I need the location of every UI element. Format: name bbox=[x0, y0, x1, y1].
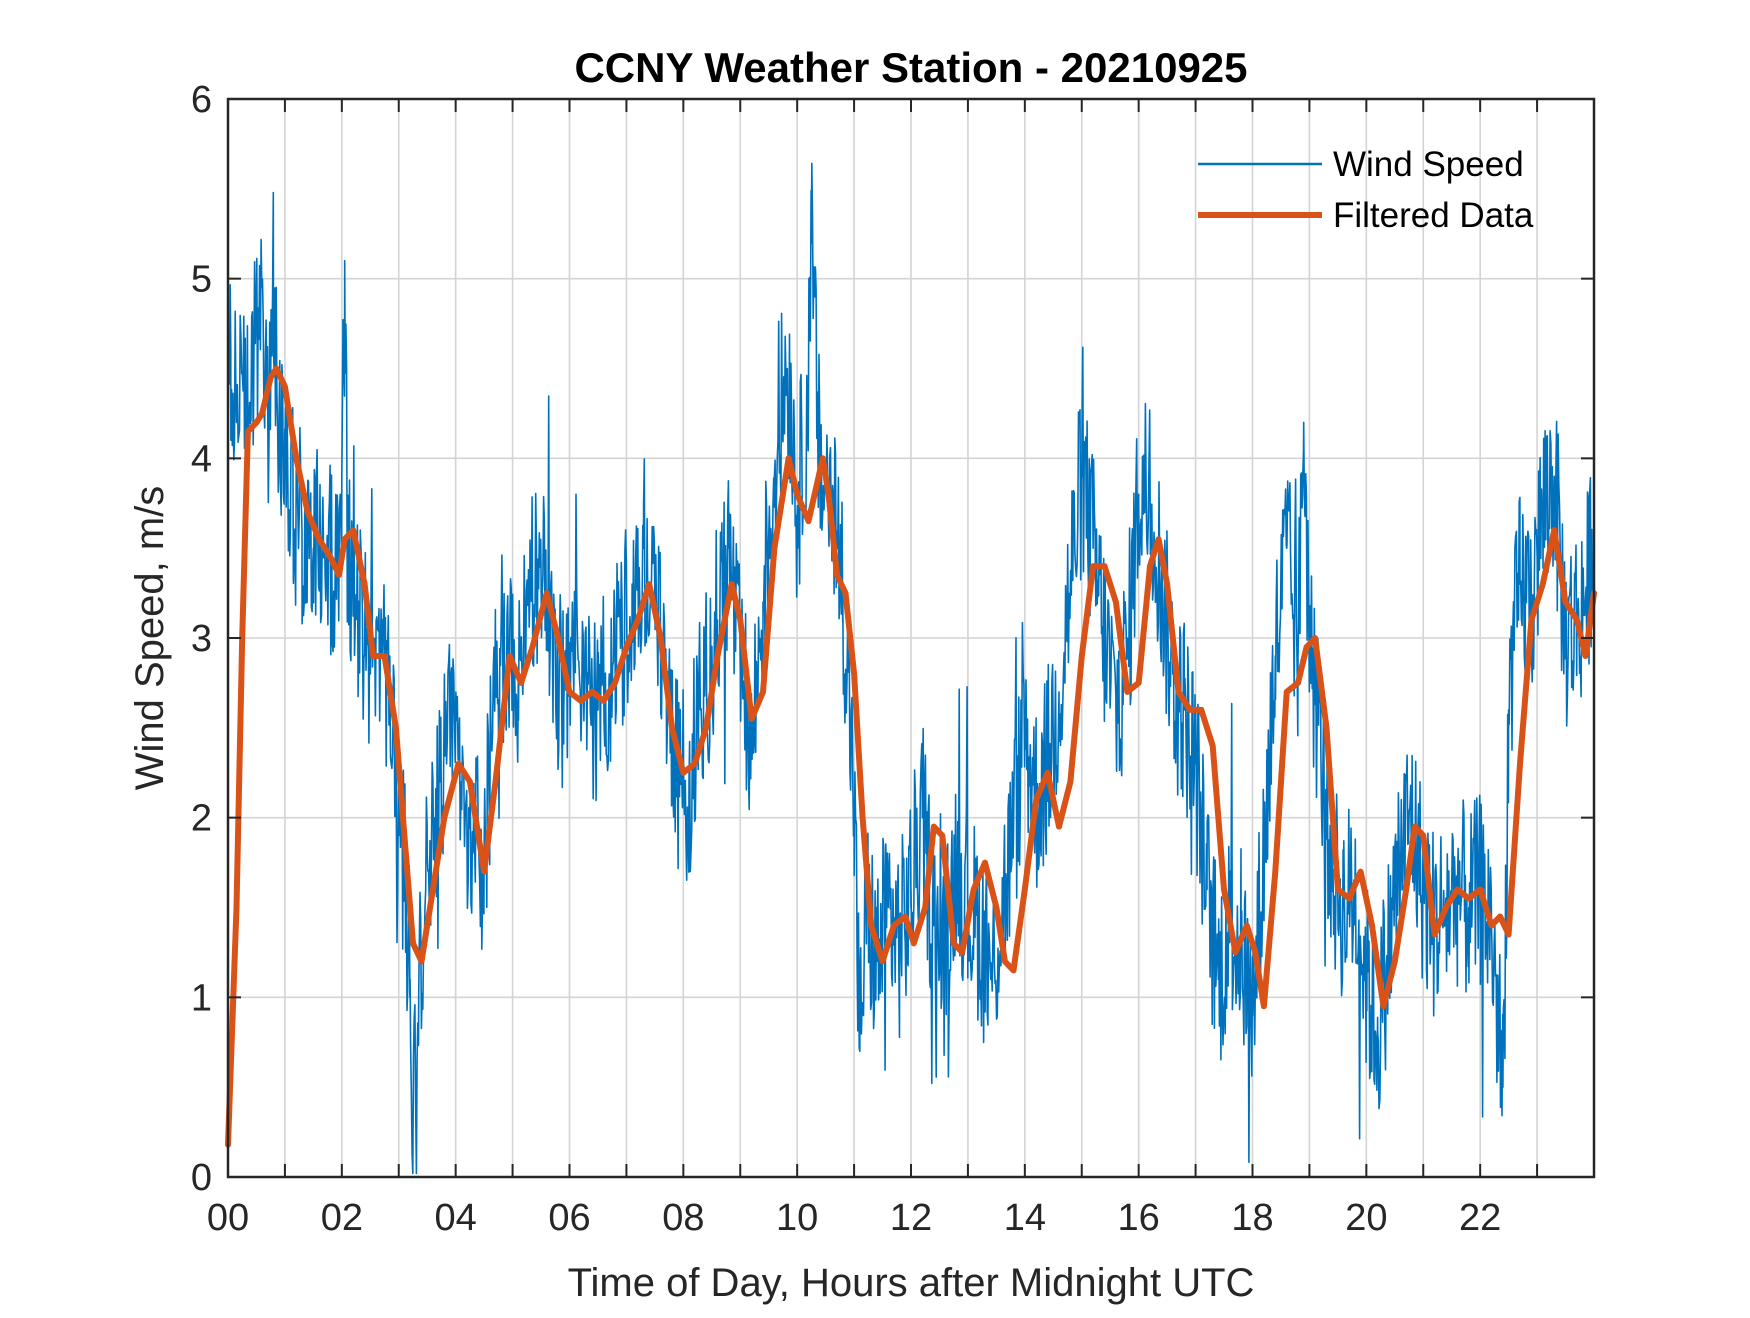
legend-filtered-data-label: Filtered Data bbox=[1333, 196, 1534, 235]
y-tick-label: 6 bbox=[191, 79, 212, 121]
y-tick-label: 1 bbox=[191, 977, 212, 1019]
x-tick-label: 16 bbox=[1118, 1197, 1160, 1239]
x-tick-label: 04 bbox=[435, 1197, 477, 1239]
x-tick-label: 06 bbox=[548, 1197, 590, 1239]
x-tick-label: 12 bbox=[890, 1197, 932, 1239]
series-line-filtered-data bbox=[225, 365, 1597, 1148]
y-tick-label: 5 bbox=[191, 259, 212, 301]
series-layer bbox=[225, 162, 1597, 1175]
y-tick-label: 4 bbox=[191, 438, 212, 480]
chart-title: CCNY Weather Station - 20210925 bbox=[574, 44, 1247, 91]
y-axis-label: Wind Speed, m/s bbox=[128, 486, 172, 791]
x-tick-label: 10 bbox=[776, 1197, 818, 1239]
legend-wind-speed-label: Wind Speed bbox=[1333, 145, 1524, 184]
y-tick-label: 2 bbox=[191, 798, 212, 840]
x-tick-label: 02 bbox=[321, 1197, 363, 1239]
x-axis-label: Time of Day, Hours after Midnight UTC bbox=[568, 1261, 1255, 1305]
x-tick-label: 20 bbox=[1345, 1197, 1387, 1239]
y-tick-label: 0 bbox=[191, 1157, 212, 1199]
y-tick-label: 3 bbox=[191, 618, 212, 660]
x-tick-label: 18 bbox=[1231, 1197, 1273, 1239]
x-tick-label: 08 bbox=[662, 1197, 704, 1239]
x-tick-label: 00 bbox=[207, 1197, 249, 1239]
legend: Wind Speed Filtered Data bbox=[1198, 145, 1534, 235]
x-tick-label: 14 bbox=[1004, 1197, 1046, 1239]
x-tick-label: 22 bbox=[1459, 1197, 1501, 1239]
series-line-wind-speed bbox=[227, 162, 1595, 1175]
